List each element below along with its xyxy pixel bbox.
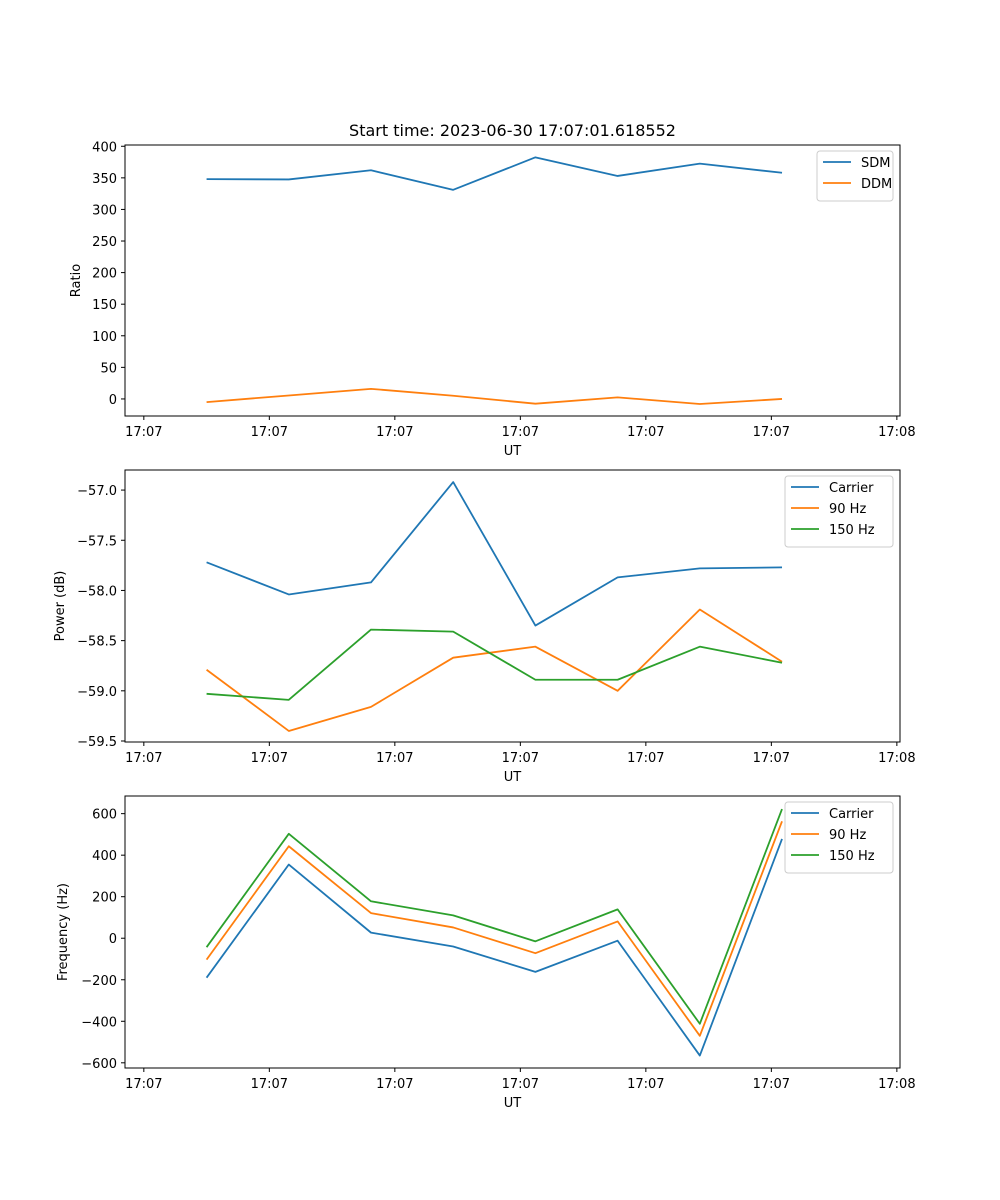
- ratio-y-axis-label: Ratio: [69, 264, 84, 297]
- power-y-tick-label: −58.0: [77, 584, 117, 599]
- power-y-tick-label: −57.5: [77, 534, 117, 549]
- ratio-x-tick-label: 17:07: [376, 425, 413, 440]
- ratio-x-tick-label: 17:07: [251, 425, 288, 440]
- frequency-x-tick-label: 17:08: [878, 1077, 915, 1092]
- frequency-x-axis-label: UT: [504, 1096, 522, 1111]
- ratio-x-tick-label: 17:07: [502, 425, 539, 440]
- power-series-line-carrier: [206, 481, 783, 627]
- power-legend-label: 150 Hz: [829, 523, 875, 538]
- ratio-y-tick-label: 150: [92, 298, 117, 313]
- power-y-tick-label: −59.0: [77, 685, 117, 700]
- frequency-x-tick-label: 17:07: [502, 1077, 539, 1092]
- frequency-y-tick-label: 0: [109, 932, 117, 947]
- frequency-legend-label: Carrier: [829, 807, 874, 822]
- power-x-axis-label: UT: [504, 770, 522, 785]
- power-x-tick-label: 17:07: [376, 751, 413, 766]
- power-plot-area: [125, 470, 900, 742]
- ratio-legend-box: [816, 150, 894, 202]
- frequency-series-line-carrier: [205, 838, 783, 1057]
- frequency-x-tick-label: 17:07: [627, 1077, 664, 1092]
- power-legend-label: Carrier: [829, 481, 874, 496]
- ratio-y-tick-label: 250: [92, 235, 117, 250]
- power-series-line-90-hz: [206, 608, 783, 732]
- ratio-y-tick-label: 350: [92, 172, 117, 187]
- frequency-panel: 17:07 17:07 17:07 17:07 17:07 17:07 17:08 −600 −…: [56, 795, 916, 1111]
- ratio-axes-frame: [124, 144, 901, 417]
- frequency-y-tick-label: −400: [81, 1015, 117, 1030]
- ratio-y-tick-label: 200: [92, 267, 117, 282]
- power-legend: Carrier 90 Hz 150 Hz: [784, 475, 894, 548]
- ratio-x-axis-label: UT: [504, 444, 522, 459]
- ratio-x-tick-label: 17:07: [753, 425, 790, 440]
- ratio-y-tick-label: 100: [92, 330, 117, 345]
- frequency-y-axis-label: Frequency (Hz): [56, 883, 71, 981]
- power-x-tick-label: 17:08: [878, 751, 915, 766]
- frequency-x-tick-label: 17:07: [251, 1077, 288, 1092]
- power-axes-frame: [124, 469, 901, 743]
- frequency-series-line-90-hz: [205, 821, 783, 1037]
- frequency-legend-label: 150 Hz: [829, 849, 875, 864]
- power-series-line-150-hz: [206, 628, 783, 701]
- power-panel: 17:07 17:07 17:07 17:07 17:07 17:07 17:08 −59.5…: [53, 469, 916, 785]
- power-x-tick-label: 17:07: [251, 751, 288, 766]
- frequency-y-tick-label: −600: [81, 1057, 117, 1072]
- ratio-y-tick-label: 300: [92, 203, 117, 218]
- ratio-y-tick-label: 400: [92, 140, 117, 155]
- power-y-axis-label: Power (dB): [53, 571, 68, 642]
- ratio-legend: SDM DDM: [816, 150, 894, 202]
- ratio-x-tick-label: 17:07: [627, 425, 664, 440]
- ratio-y-tick-label: 50: [100, 361, 117, 376]
- frequency-y-tick-label: 600: [92, 808, 117, 823]
- frequency-x-tick-label: 17:07: [376, 1077, 413, 1092]
- power-y-tick-label: −59.5: [77, 735, 117, 750]
- power-x-tick-label: 17:07: [502, 751, 539, 766]
- frequency-legend: Carrier 90 Hz 150 Hz: [784, 801, 894, 874]
- frequency-y-tick-label: 200: [92, 891, 117, 906]
- power-y-tick-label: −57.0: [77, 484, 117, 499]
- ratio-legend-label: SDM: [861, 156, 890, 171]
- power-x-tick-label: 17:07: [627, 751, 664, 766]
- ratio-y-tick-label: 0: [109, 393, 117, 408]
- frequency-y-tick-label: 400: [92, 849, 117, 864]
- power-x-tick-label: 17:07: [753, 751, 790, 766]
- frequency-legend-label: 90 Hz: [829, 828, 866, 843]
- frequency-plot-area: [125, 796, 900, 1068]
- ratio-x-tick-label: 17:07: [125, 425, 162, 440]
- ratio-series-line-sdm: [206, 156, 783, 191]
- ratio-legend-label: DDM: [861, 177, 892, 192]
- ratio-plot-area: [125, 145, 900, 416]
- frequency-x-tick-label: 17:07: [125, 1077, 162, 1092]
- frequency-x-tick-label: 17:07: [753, 1077, 790, 1092]
- power-y-tick-label: −58.5: [77, 635, 117, 650]
- figure-title: Start time: 2023-06-30 17:07:01.618552: [349, 121, 676, 140]
- power-x-tick-label: 17:07: [125, 751, 162, 766]
- frequency-axes-frame: [124, 795, 901, 1069]
- power-legend-label: 90 Hz: [829, 502, 866, 517]
- frequency-y-tick-label: −200: [81, 974, 117, 989]
- ratio-series-line-ddm: [206, 387, 783, 405]
- frequency-series-line-150-hz: [205, 808, 783, 1025]
- ratio-panel: 17:07 17:07 17:07 17:07 17:07 17:07 17:08 0 50 10…: [69, 140, 916, 459]
- ratio-x-tick-label: 17:08: [878, 425, 915, 440]
